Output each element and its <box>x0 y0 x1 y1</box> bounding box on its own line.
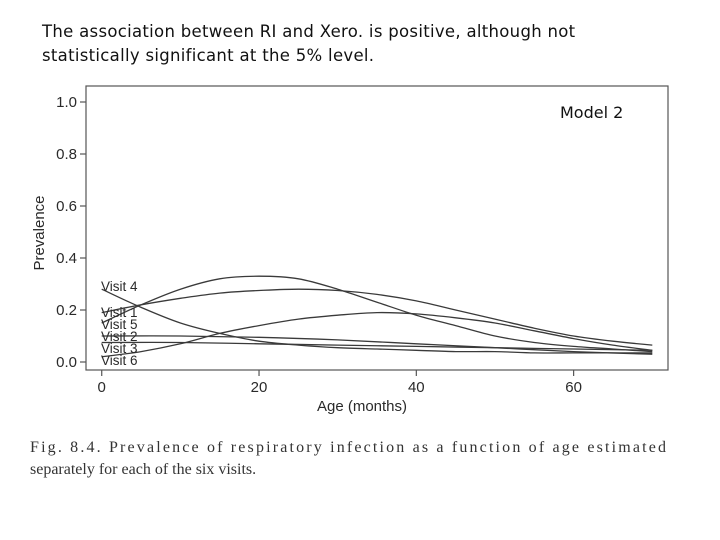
figure-caption-line-2: separately for each of the six visits. <box>30 461 256 478</box>
x-tick-label: 0 <box>98 379 106 396</box>
x-axis-ticks: 0 20 40 60 <box>98 370 582 396</box>
y-tick-label: 0.2 <box>56 302 77 319</box>
y-axis-ticks: 0.0 0.2 0.4 0.6 0.8 1.0 <box>56 94 86 371</box>
plot-frame <box>85 85 669 371</box>
slide-text-line-1: The association between RI and Xero. is … <box>42 22 576 41</box>
x-axis-label: Age (months) <box>317 398 407 415</box>
series-label-visit-1: Visit 1 <box>101 305 138 320</box>
y-axis-label: Prevalence <box>31 195 48 270</box>
series-line-visit-4 <box>101 288 653 354</box>
series-lines <box>101 275 653 358</box>
series-line-visit-1 <box>101 275 653 353</box>
series-line-visit-5 <box>101 288 653 346</box>
y-tick-label: 0.6 <box>56 198 77 215</box>
figure-caption-line-1: Fig. 8.4. Prevalence of respiratory infe… <box>30 439 666 456</box>
x-tick-label: 20 <box>251 379 268 396</box>
series-label-visit-2: Visit 2 <box>101 329 138 344</box>
series-label-visit-6: Visit 6 <box>101 353 138 368</box>
y-tick-label: 0.0 <box>56 354 77 371</box>
y-tick-label: 0.4 <box>56 250 77 267</box>
series-label-visit-3: Visit 3 <box>101 341 138 356</box>
series-label-visit-4: Visit 4 <box>101 279 138 294</box>
series-label-visit-5: Visit 5 <box>101 317 138 332</box>
x-tick-label: 60 <box>565 379 582 396</box>
slide-text: The association between RI and Xero. is … <box>42 20 682 68</box>
series-line-visit-2 <box>101 335 653 355</box>
model-label: Model 2 <box>560 103 623 122</box>
y-tick-label: 1.0 <box>56 94 77 111</box>
x-tick-label: 40 <box>408 379 425 396</box>
slide-text-line-2: statistically significant at the 5% leve… <box>42 46 375 65</box>
y-tick-label: 0.8 <box>56 146 77 163</box>
series-line-visit-6 <box>101 311 653 358</box>
